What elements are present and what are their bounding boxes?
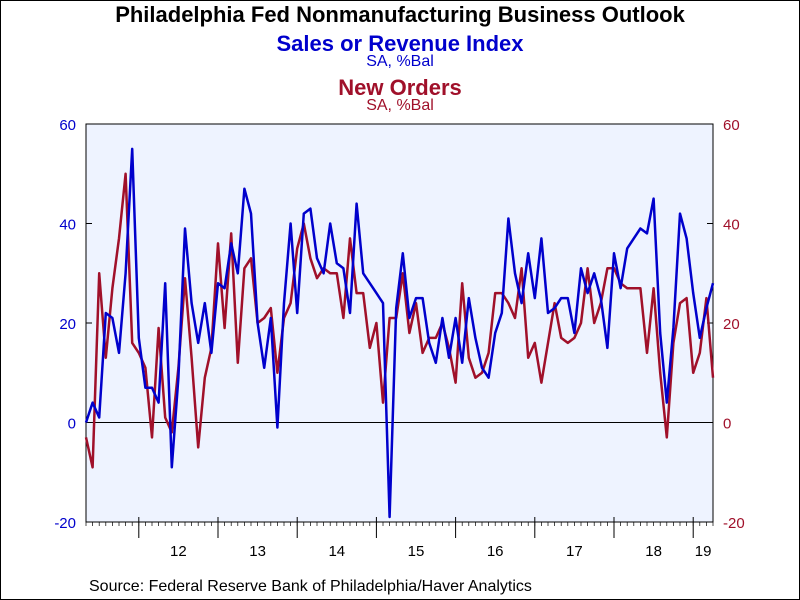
- series-line-sales-revenue: [84, 147, 715, 519]
- x-tick-label: 19: [695, 543, 712, 560]
- y-tick-label-left: 0: [68, 416, 76, 433]
- series1-title: Sales or Revenue Index: [276, 31, 524, 56]
- y-tick-label-right: 0: [723, 416, 731, 433]
- y-tick-label-left: 40: [59, 217, 76, 234]
- x-tick-label: 14: [328, 543, 345, 560]
- y-tick-label-left: 60: [59, 117, 76, 134]
- y-tick-label-right: 60: [723, 117, 740, 134]
- x-tick-label: 15: [408, 543, 425, 560]
- x-tick-label: 17: [566, 543, 583, 560]
- series2-title: New Orders: [338, 75, 462, 100]
- y-tick-label-left: -20: [54, 515, 76, 532]
- x-tick-label: 18: [645, 543, 662, 560]
- x-tick-label: 16: [487, 543, 504, 560]
- source-note: Source: Federal Reserve Bank of Philadel…: [89, 578, 532, 595]
- y-tick-label-right: -20: [723, 515, 745, 532]
- y-tick-label-right: 40: [723, 217, 740, 234]
- series2-unit: SA, %Bal: [366, 97, 434, 114]
- x-tick-label: 13: [249, 543, 266, 560]
- x-tick-label: 12: [170, 543, 187, 560]
- series-line-new-orders: [84, 172, 715, 469]
- y-tick-label-left: 20: [59, 316, 76, 333]
- series1-unit: SA, %Bal: [366, 53, 434, 70]
- chart-title: Philadelphia Fed Nonmanufacturing Busine…: [115, 2, 685, 27]
- y-tick-label-right: 20: [723, 316, 740, 333]
